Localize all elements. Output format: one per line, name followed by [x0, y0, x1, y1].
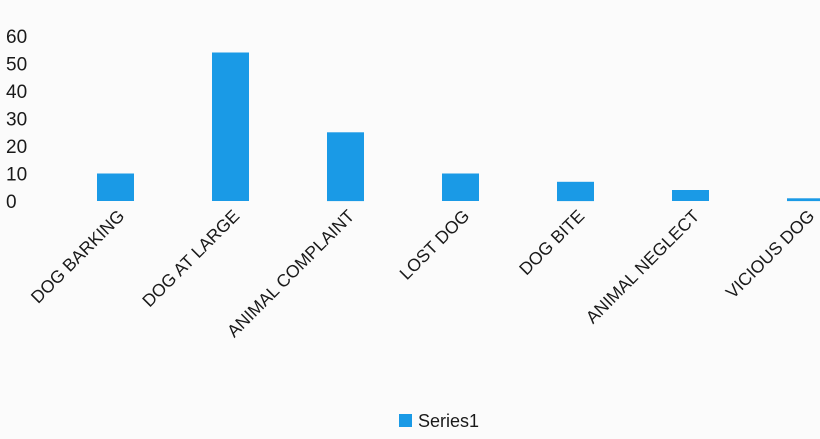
bar [327, 132, 364, 202]
y-tick-label: 10 [6, 165, 27, 186]
bar [442, 173, 479, 201]
bar [97, 173, 134, 201]
x-category-label: VICIOUS DOG [722, 206, 819, 303]
bar [557, 181, 594, 202]
x-category-label: DOG BITE [515, 206, 588, 279]
y-tick-label: 30 [6, 110, 27, 131]
x-category-label: DOG BARKING [27, 206, 128, 307]
x-category-label: ANIMAL NEGLECT [582, 205, 704, 327]
bars [97, 52, 820, 202]
y-tick-label: 20 [6, 137, 27, 158]
x-category-label: ANIMAL COMPLAINT [223, 205, 359, 341]
y-tick-label: 60 [6, 27, 27, 48]
y-axis: 0 10 20 30 40 50 60 [6, 27, 27, 213]
legend: Series1 [399, 411, 479, 431]
y-tick-label: 0 [6, 192, 17, 213]
y-tick-label: 50 [6, 55, 27, 76]
x-category-label: LOST DOG [395, 206, 473, 284]
bar [787, 198, 820, 202]
bar [672, 190, 709, 201]
legend-label-series1: Series1 [418, 411, 479, 431]
x-category-label: DOG AT LARGE [138, 206, 243, 311]
y-tick-label: 40 [6, 82, 27, 103]
bar [212, 52, 249, 201]
legend-swatch-series1 [399, 414, 412, 427]
